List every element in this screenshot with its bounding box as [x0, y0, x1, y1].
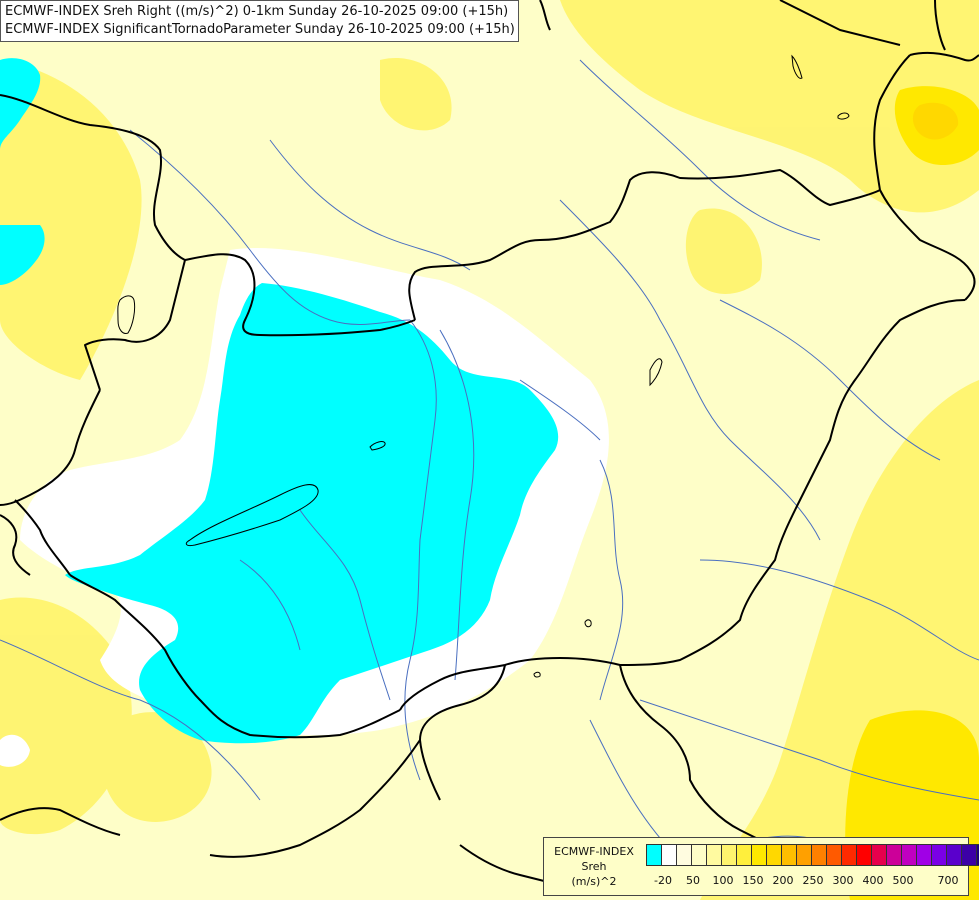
- lakes: [117, 54, 850, 678]
- legend-swatch: [736, 844, 752, 866]
- legend-tick-label: 200: [772, 874, 794, 887]
- legend-ticks: -20 50 100 150 200 250 300 400 500 700: [646, 874, 966, 890]
- legend-swatch: [886, 844, 902, 866]
- negative-helicity-west: [0, 225, 45, 285]
- legend-swatch: [676, 844, 692, 866]
- legend-swatch: [811, 844, 827, 866]
- legend-variable: Sreh: [581, 860, 607, 873]
- legend-swatch: [976, 844, 979, 866]
- legend-swatches: [646, 844, 979, 866]
- legend-tick-label: 300: [832, 874, 854, 887]
- legend-swatch: [826, 844, 842, 866]
- legend-tick-label: 400: [862, 874, 884, 887]
- legend-swatch: [871, 844, 887, 866]
- legend-swatch: [691, 844, 707, 866]
- map-title-box: ECMWF-INDEX Sreh Right ((m/s)^2) 0-1km S…: [0, 0, 519, 42]
- legend-swatch: [706, 844, 722, 866]
- legend-swatch: [781, 844, 797, 866]
- legend-swatch: [946, 844, 962, 866]
- legend-tick-label: -20: [654, 874, 672, 887]
- legend-tick-label: 50: [686, 874, 700, 887]
- color-legend: ECMWF-INDEX Sreh (m/s)^2 -20 50 100 150 200 2…: [543, 837, 979, 896]
- legend-swatch: [961, 844, 977, 866]
- legend-tick-label: 150: [742, 874, 764, 887]
- legend-swatch: [661, 844, 677, 866]
- legend-tick-label: 250: [802, 874, 824, 887]
- title-line-sreh: ECMWF-INDEX Sreh Right ((m/s)^2) 0-1km S…: [5, 4, 509, 19]
- legend-tick-label: 500: [892, 874, 914, 887]
- low-helicity-spot: [0, 734, 30, 767]
- legend-swatch: [856, 844, 872, 866]
- negative-helicity-region: [65, 283, 559, 744]
- legend-tick-label: 100: [712, 874, 734, 887]
- legend-swatch: [931, 844, 947, 866]
- legend-swatch: [796, 844, 812, 866]
- negative-helicity-northwest: [0, 58, 41, 150]
- legend-swatch: [901, 844, 917, 866]
- legend-swatch: [841, 844, 857, 866]
- legend-title: ECMWF-INDEX: [554, 845, 634, 858]
- legend-swatch: [721, 844, 737, 866]
- legend-swatch: [916, 844, 932, 866]
- title-line-stp: ECMWF-INDEX SignificantTornadoParameter …: [5, 22, 515, 37]
- legend-swatch: [766, 844, 782, 866]
- legend-unit: (m/s)^2: [571, 875, 617, 888]
- legend-tick-label: 700: [937, 874, 959, 887]
- legend-swatch: [646, 844, 662, 866]
- legend-swatch: [751, 844, 767, 866]
- legend-label: ECMWF-INDEX Sreh (m/s)^2: [548, 844, 640, 889]
